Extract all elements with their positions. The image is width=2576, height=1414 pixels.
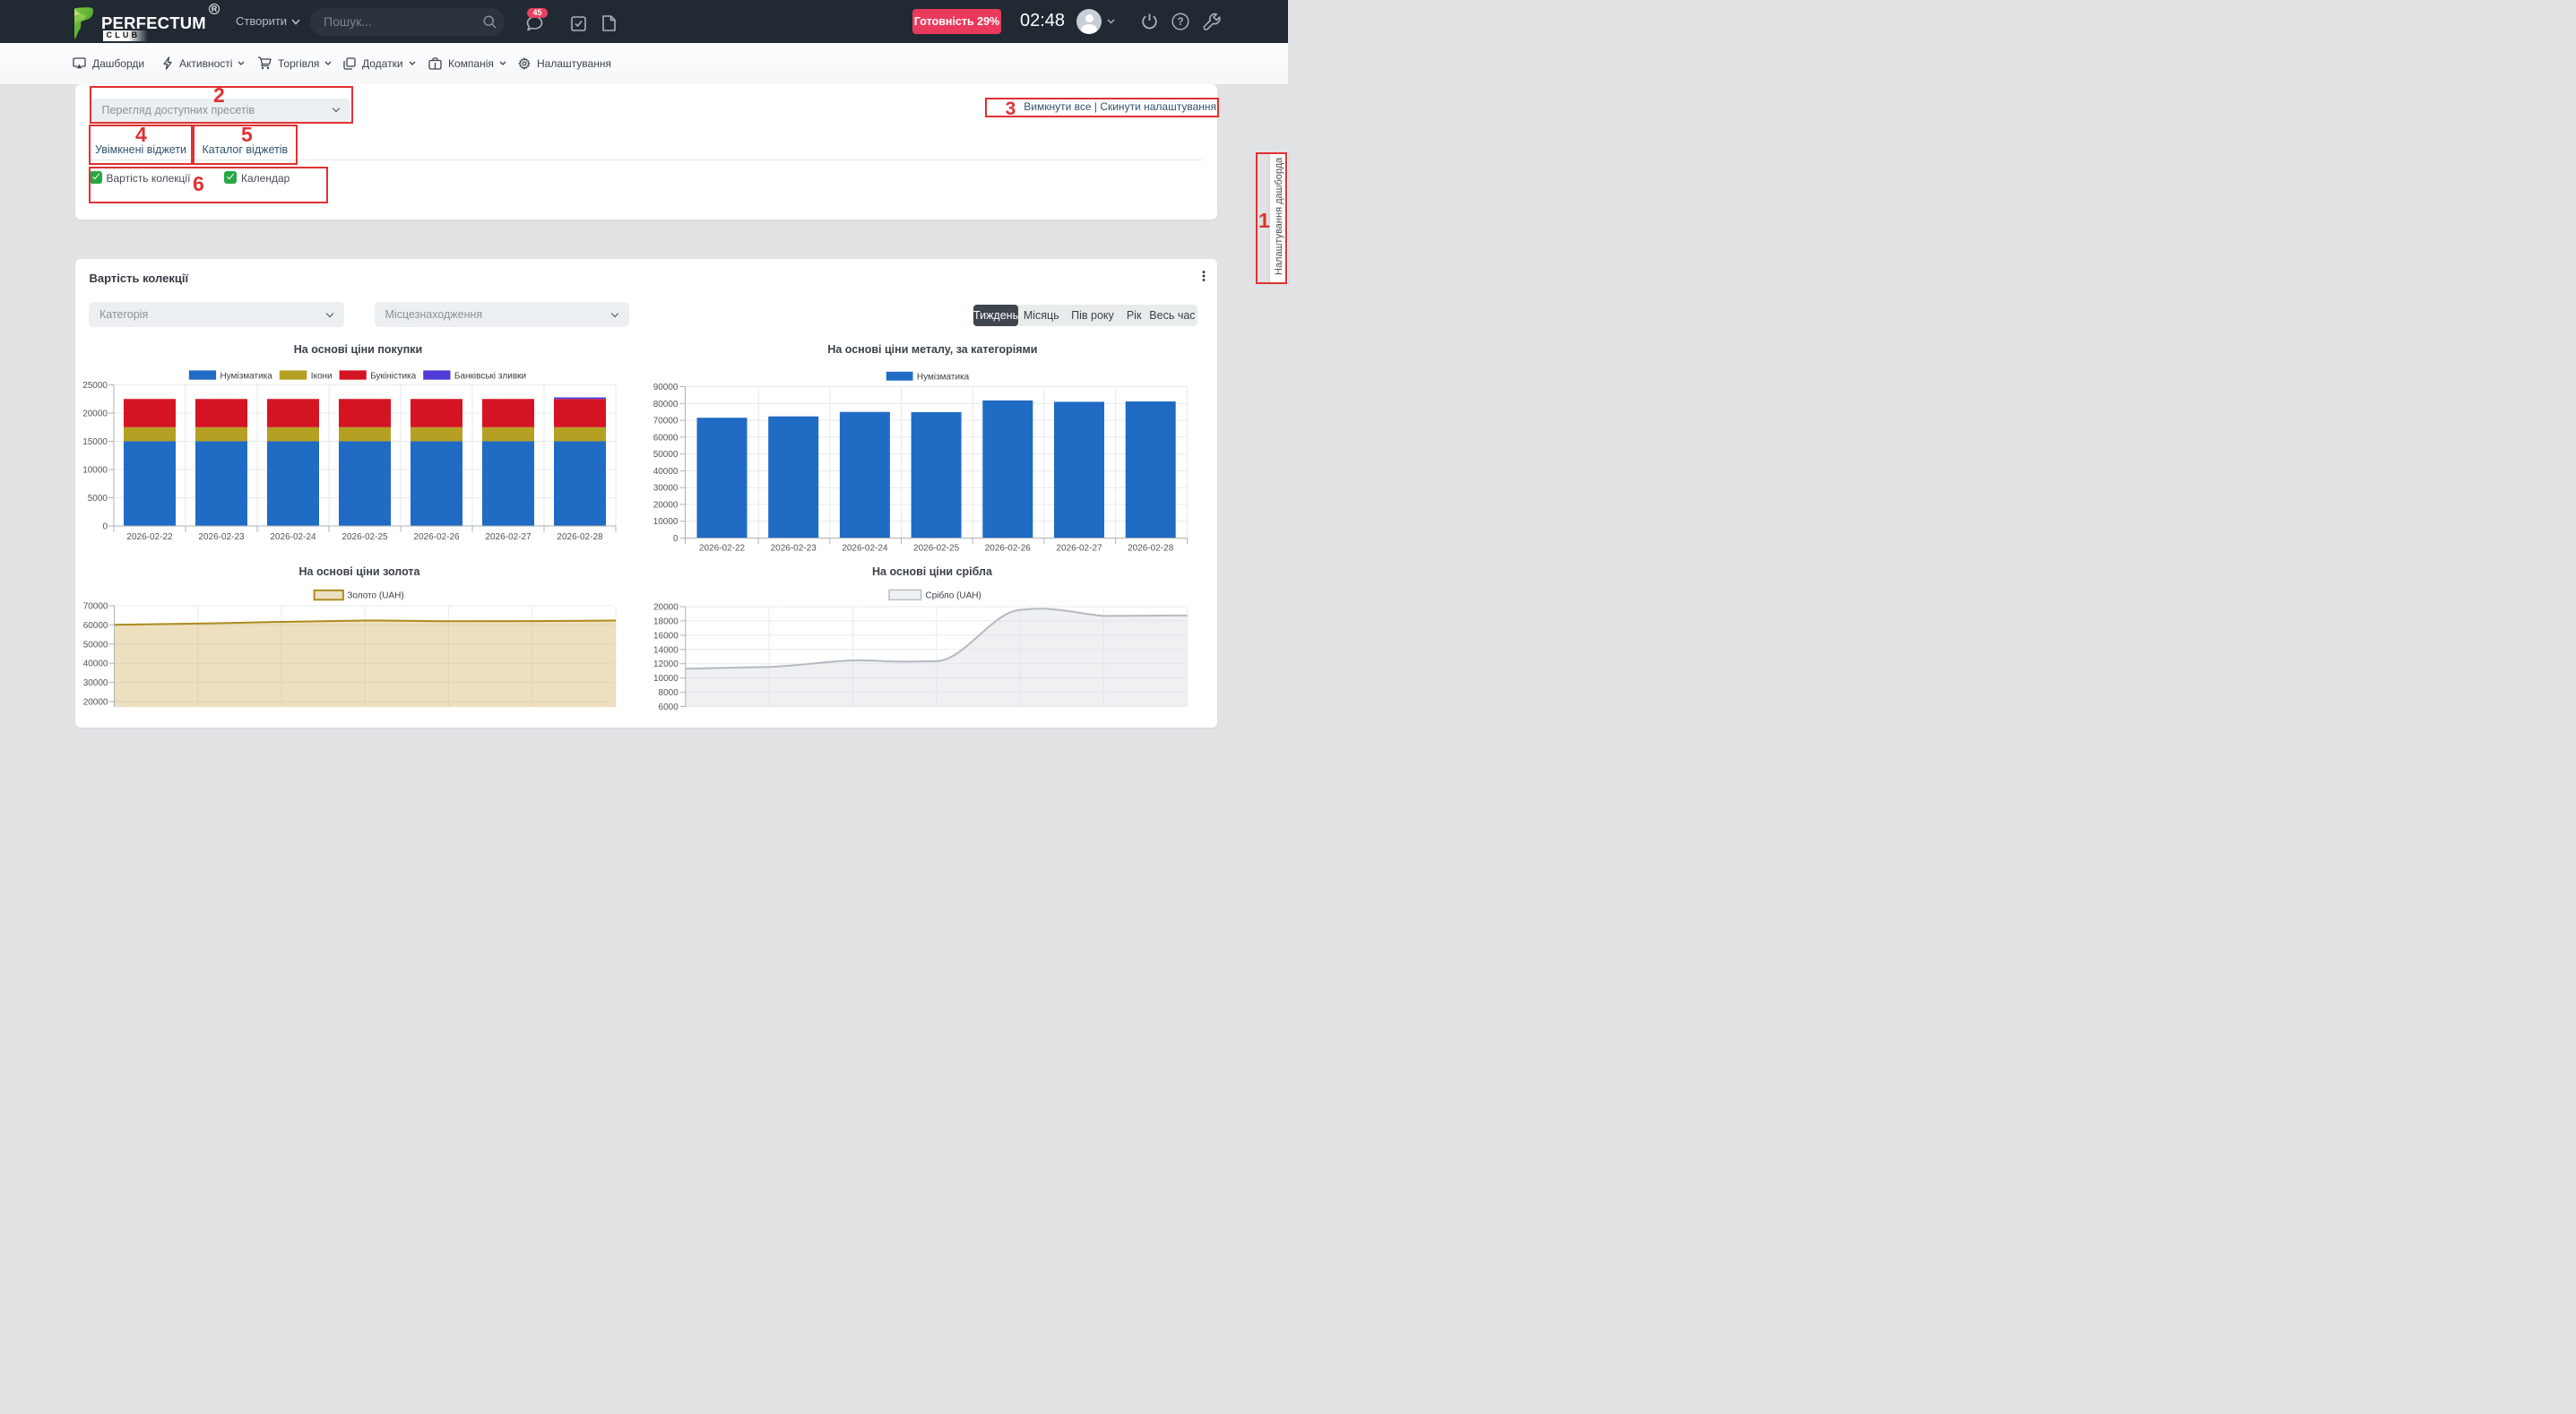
- svg-text:Букіністика: Букіністика: [370, 371, 416, 381]
- svg-text:10000: 10000: [653, 674, 678, 684]
- svg-text:10000: 10000: [82, 466, 108, 476]
- svg-text:20000: 20000: [82, 698, 108, 708]
- svg-text:60000: 60000: [82, 621, 108, 631]
- svg-text:30000: 30000: [653, 484, 678, 494]
- svg-text:5000: 5000: [87, 494, 108, 504]
- svg-text:На основі ціни металу, за кате: На основі ціни металу, за категоріями: [827, 343, 1037, 356]
- svg-text:10000: 10000: [653, 517, 678, 527]
- svg-text:20000: 20000: [82, 410, 108, 419]
- svg-text:70000: 70000: [82, 602, 108, 612]
- svg-text:70000: 70000: [653, 417, 678, 427]
- svg-text:Нумізматика: Нумізматика: [220, 371, 272, 381]
- svg-text:2026-02-27: 2026-02-27: [485, 532, 532, 542]
- svg-text:2026-02-24: 2026-02-24: [270, 532, 316, 542]
- svg-text:2026-02-27: 2026-02-27: [1056, 544, 1102, 554]
- svg-text:2026-02-28: 2026-02-28: [557, 532, 603, 542]
- svg-text:40000: 40000: [82, 660, 108, 669]
- svg-text:18000: 18000: [653, 616, 678, 626]
- svg-text:0: 0: [672, 534, 678, 544]
- svg-text:Золото (UAH): Золото (UAH): [347, 591, 403, 601]
- svg-text:2026-02-25: 2026-02-25: [341, 532, 388, 542]
- svg-text:2026-02-28: 2026-02-28: [1128, 544, 1174, 554]
- svg-text:2026-02-26: 2026-02-26: [984, 544, 1031, 554]
- svg-text:2026-02-24: 2026-02-24: [842, 544, 888, 554]
- svg-text:30000: 30000: [82, 678, 108, 688]
- svg-text:2026-02-25: 2026-02-25: [913, 544, 960, 554]
- svg-text:На основі ціни срібла: На основі ціни срібла: [872, 565, 993, 578]
- svg-text:20000: 20000: [653, 500, 678, 510]
- svg-text:На основі ціни покупки: На основі ціни покупки: [293, 343, 421, 356]
- svg-text:Банківські зливки: Банківські зливки: [454, 371, 525, 381]
- svg-text:15000: 15000: [82, 437, 108, 447]
- svg-text:8000: 8000: [658, 688, 679, 698]
- svg-text:40000: 40000: [653, 467, 678, 477]
- svg-text:25000: 25000: [82, 381, 108, 391]
- svg-text:На основі ціни золота: На основі ціни золота: [298, 565, 420, 578]
- svg-text:2026-02-22: 2026-02-22: [698, 544, 745, 554]
- svg-text:50000: 50000: [653, 450, 678, 460]
- svg-text:Нумізматика: Нумізматика: [916, 372, 969, 382]
- svg-text:Ікони: Ікони: [310, 371, 332, 381]
- svg-text:50000: 50000: [82, 640, 108, 650]
- svg-text:14000: 14000: [653, 645, 678, 655]
- svg-text:0: 0: [102, 522, 108, 532]
- svg-text:80000: 80000: [653, 400, 678, 410]
- svg-text:2026-02-23: 2026-02-23: [770, 544, 817, 554]
- svg-text:Срібло (UAH): Срібло (UAH): [925, 591, 981, 601]
- svg-text:16000: 16000: [653, 631, 678, 641]
- svg-text:12000: 12000: [653, 660, 678, 669]
- svg-text:20000: 20000: [653, 603, 678, 613]
- svg-text:6000: 6000: [658, 703, 679, 712]
- svg-text:2026-02-23: 2026-02-23: [198, 532, 245, 542]
- svg-text:60000: 60000: [653, 433, 678, 443]
- svg-text:?: ?: [1177, 17, 1183, 28]
- svg-text:2026-02-22: 2026-02-22: [126, 532, 173, 542]
- svg-text:2026-02-26: 2026-02-26: [413, 532, 460, 542]
- svg-text:90000: 90000: [653, 383, 678, 392]
